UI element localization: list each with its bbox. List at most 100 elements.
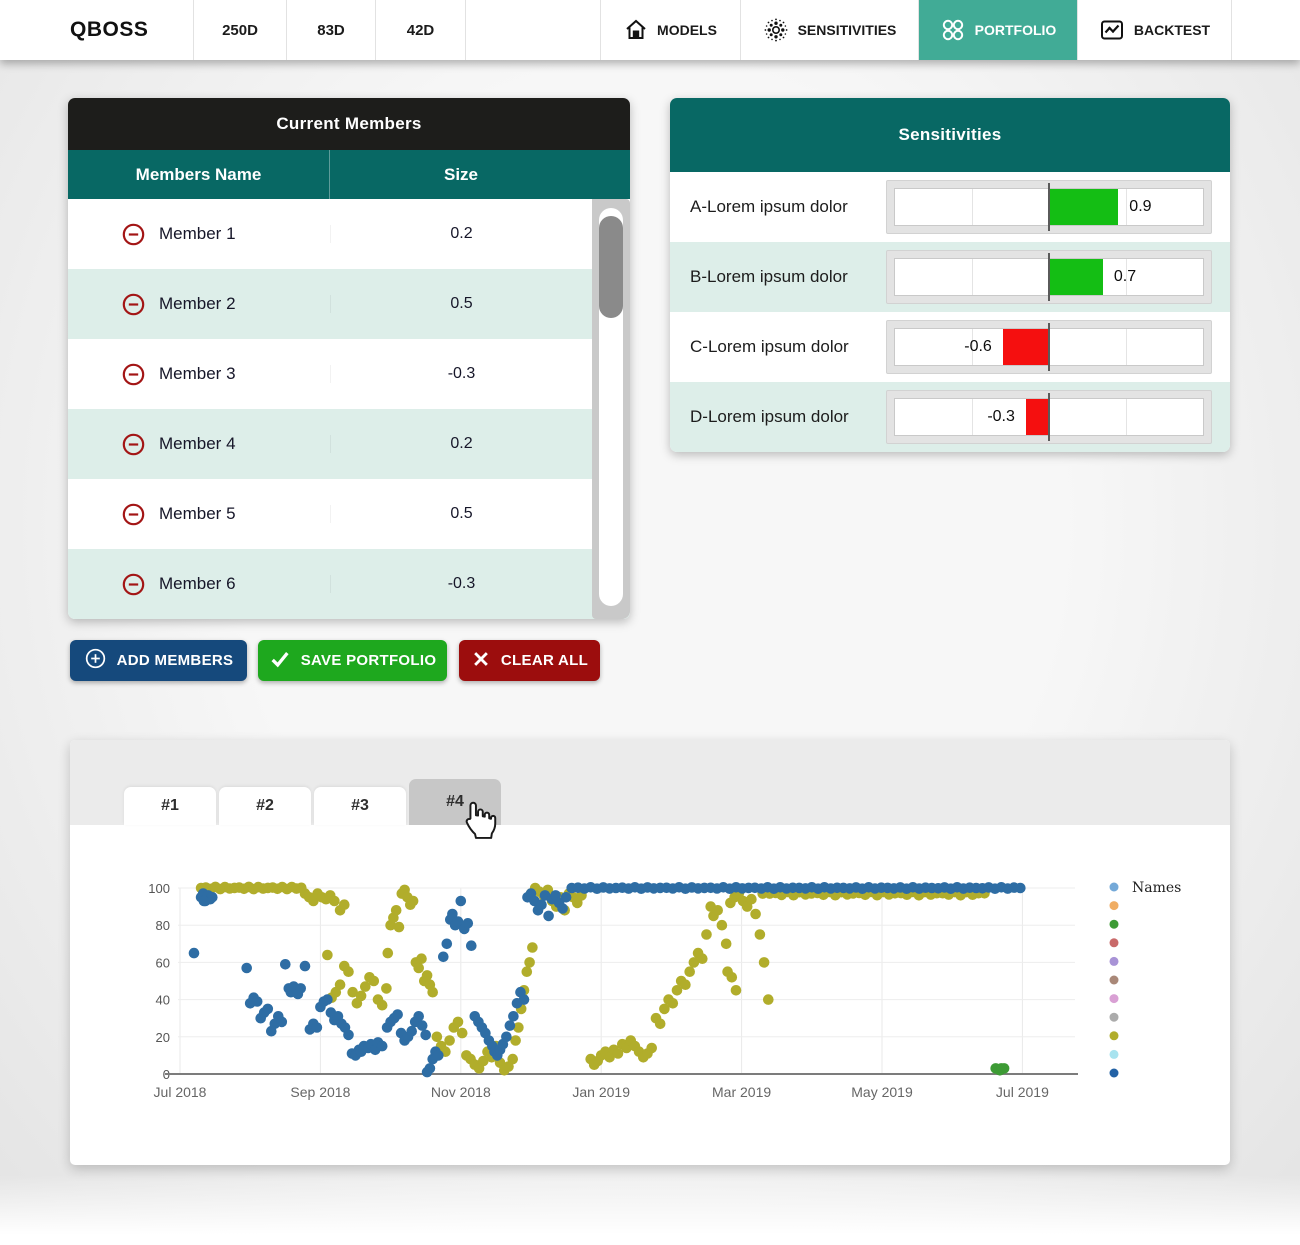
home-icon <box>624 18 648 42</box>
members-scrollbar[interactable] <box>592 199 630 619</box>
period-button-83d[interactable]: 83D <box>287 0 376 60</box>
nav-tab-label: BACKTEST <box>1133 22 1211 38</box>
remove-member-icon[interactable] <box>121 572 146 597</box>
gauge-value: -0.3 <box>987 408 1015 425</box>
nav-spacer-end <box>1232 0 1300 60</box>
svg-text:Nov 2018: Nov 2018 <box>431 1084 491 1100</box>
member-name: Member 4 <box>159 434 236 453</box>
page-bottom-fade <box>0 1175 1300 1245</box>
svg-text:100: 100 <box>148 881 170 896</box>
remove-member-icon[interactable] <box>121 362 146 387</box>
nav-tab-portfolio[interactable]: PORTFOLIO <box>919 0 1078 60</box>
member-name: Member 5 <box>159 504 236 523</box>
series-blue <box>188 882 1026 1078</box>
nav-tab-backtest[interactable]: BACKTEST <box>1078 0 1232 60</box>
gauge-gridline <box>1126 189 1127 225</box>
nav-tab-label: SENSITIVITIES <box>797 22 897 38</box>
sensitivity-row: D-Lorem ipsum dolor -0.3 <box>670 382 1230 452</box>
gauge-zero-line <box>1048 253 1050 301</box>
gauge-gridline <box>972 329 973 365</box>
gauge-value: 0.9 <box>1129 198 1152 215</box>
sensitivity-row: B-Lorem ipsum dolor 0.7 <box>670 242 1230 312</box>
gauge-track: 0.9 <box>894 183 1204 231</box>
period-button-250d[interactable]: 250D <box>194 0 287 60</box>
gauge-value: -0.6 <box>964 338 992 355</box>
scatter-chart: Jul 2018 Sep 2018 Nov 2018 Jan 2019 Mar 2019… <box>148 880 1181 1100</box>
member-size: -0.3 <box>330 365 630 383</box>
backtest-chart-card: #1 #2 #3 #4 Jul 2018 Sep 2018 Nov 2018 Jan … <box>70 740 1230 1165</box>
x-icon <box>471 649 491 673</box>
member-size: 0.2 <box>330 225 630 243</box>
sensitivity-gauge: 0.7 <box>886 250 1212 304</box>
member-size: 0.5 <box>330 505 630 523</box>
scrollbar-thumb[interactable] <box>599 216 623 318</box>
top-navbar: QBOSS 250D 83D 42D MODELS SENSITIVITIES … <box>0 0 1300 60</box>
nav-tab-label: MODELS <box>657 22 717 38</box>
column-header-size: Size <box>443 164 479 184</box>
member-row: Member 5 0.5 <box>68 479 630 549</box>
sensitivity-row: A-Lorem ipsum dolor 0.9 <box>670 172 1230 242</box>
member-size: -0.3 <box>330 575 630 593</box>
sensitivities-panel: Sensitivities A-Lorem ipsum dolor 0.9 B-… <box>670 98 1230 452</box>
gauge-track: 0.7 <box>894 253 1204 301</box>
chart-frame-icon <box>1099 17 1125 43</box>
svg-text:80: 80 <box>156 918 170 933</box>
sensitivity-gauge: 0.9 <box>886 180 1212 234</box>
svg-text:May 2019: May 2019 <box>851 1084 913 1100</box>
gauge-value: 0.7 <box>1113 268 1137 285</box>
brand-logo[interactable]: QBOSS <box>0 0 194 60</box>
sensitivity-label: C-Lorem ipsum dolor <box>690 337 849 356</box>
svg-text:Sep 2018: Sep 2018 <box>290 1084 350 1100</box>
sensitivity-label: D-Lorem ipsum dolor <box>690 407 849 426</box>
nav-tab-sensitivities[interactable]: SENSITIVITIES <box>741 0 919 60</box>
remove-member-icon[interactable] <box>121 502 146 527</box>
svg-text:Jan 2019: Jan 2019 <box>572 1084 630 1100</box>
gauge-zero-line <box>1048 323 1050 371</box>
gauge-bar <box>1049 189 1119 225</box>
clear-all-button[interactable]: CLEAR ALL <box>459 640 600 681</box>
save-portfolio-button[interactable]: SAVE PORTFOLIO <box>258 640 447 681</box>
svg-text:Jul 2018: Jul 2018 <box>154 1084 207 1100</box>
remove-member-icon[interactable] <box>121 432 146 457</box>
chart-tab-1[interactable]: #1 <box>124 787 216 825</box>
save-portfolio-label: SAVE PORTFOLIO <box>300 652 437 669</box>
svg-text:60: 60 <box>156 955 170 970</box>
member-name: Member 1 <box>159 224 236 243</box>
member-name: Member 6 <box>159 574 236 593</box>
sensitivities-panel-title: Sensitivities <box>670 98 1230 172</box>
chart-tab-2[interactable]: #2 <box>219 787 311 825</box>
chart-tab-band: #1 #2 #3 #4 <box>70 740 1230 825</box>
member-size: 0.5 <box>330 295 630 313</box>
sensitivity-gauge: -0.3 <box>886 390 1212 444</box>
members-panel-title: Current Members <box>68 98 630 150</box>
svg-text:40: 40 <box>156 993 170 1008</box>
remove-member-icon[interactable] <box>121 292 146 317</box>
svg-text:Jul 2019: Jul 2019 <box>996 1084 1049 1100</box>
member-row: Member 6 -0.3 <box>68 549 630 619</box>
gauge-gridline <box>972 189 973 225</box>
check-icon <box>269 648 291 674</box>
current-members-panel: Current Members Members Name Size Member… <box>68 98 630 619</box>
gauge-gridline <box>972 259 973 295</box>
gauge-track: -0.3 <box>894 393 1204 441</box>
gauge-zero-line <box>1048 393 1050 441</box>
gauge-gridline <box>1126 329 1127 365</box>
add-members-label: ADD MEMBERS <box>116 652 234 669</box>
series-olive <box>195 881 990 1076</box>
gauge-bar <box>1049 259 1103 295</box>
clear-all-label: CLEAR ALL <box>500 652 589 669</box>
sensitivity-label: A-Lorem ipsum dolor <box>690 197 848 216</box>
column-header-members-name: Members Name <box>68 150 330 199</box>
member-name: Member 2 <box>159 294 236 313</box>
chart-tab-3[interactable]: #3 <box>314 787 406 825</box>
period-button-42d[interactable]: 42D <box>376 0 466 60</box>
sensitivity-burst-icon <box>763 17 789 43</box>
sensitivity-row: C-Lorem ipsum dolor -0.6 <box>670 312 1230 382</box>
four-circles-icon <box>940 17 966 43</box>
nav-tab-models[interactable]: MODELS <box>601 0 741 60</box>
svg-text:20: 20 <box>156 1030 170 1045</box>
add-members-button[interactable]: ADD MEMBERS <box>70 640 247 681</box>
member-row: Member 2 0.5 <box>68 269 630 339</box>
gauge-bar <box>1025 399 1049 435</box>
remove-member-icon[interactable] <box>121 222 146 247</box>
